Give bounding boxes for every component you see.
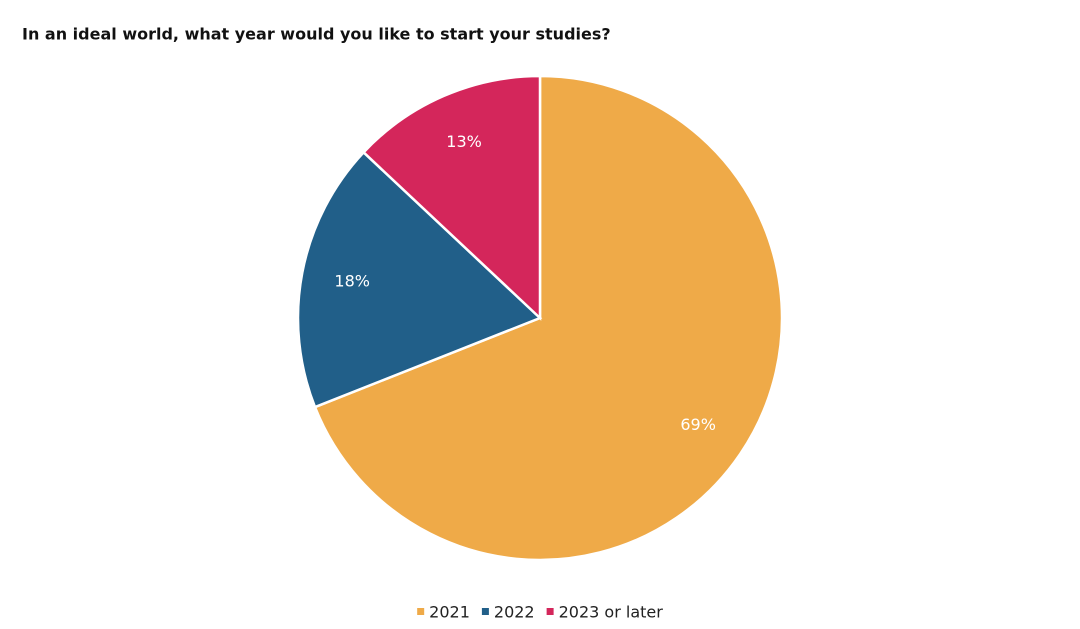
legend-swatch: [546, 608, 554, 615]
legend-label: 2022: [494, 603, 535, 622]
data-label: 69%: [680, 415, 716, 434]
pie-slice: [296, 150, 543, 409]
data-label: 13%: [446, 132, 482, 151]
pie-slice: [313, 74, 784, 562]
data-label: 18%: [334, 272, 370, 291]
legend-swatch: [417, 608, 425, 615]
legend-swatch: [481, 608, 489, 615]
chart-title: In an ideal world, what year would you l…: [22, 25, 611, 44]
legend-label: 2023 or later: [559, 603, 664, 622]
pie-slice: [361, 74, 542, 321]
legend-label: 2021: [429, 603, 470, 622]
